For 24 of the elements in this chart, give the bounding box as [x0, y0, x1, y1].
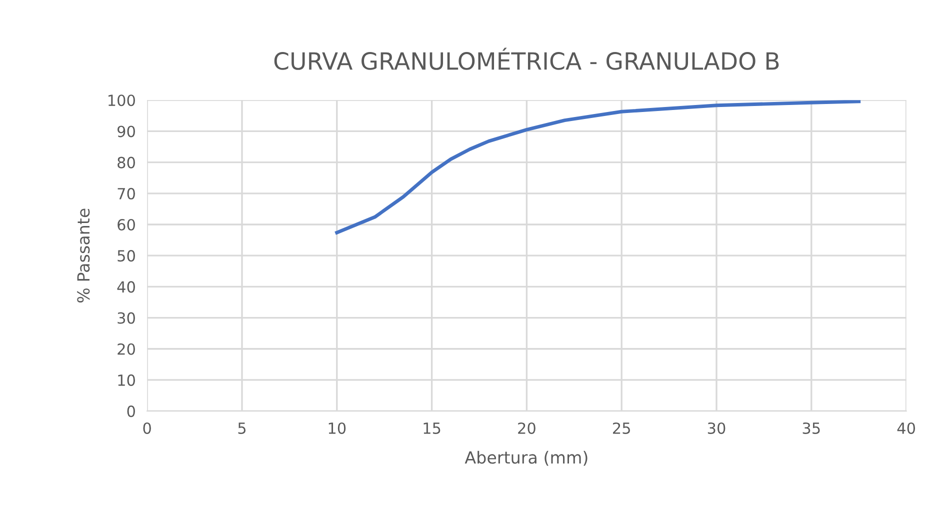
- y-tick-label: 60: [118, 218, 135, 231]
- y-tick-label: 70: [118, 188, 135, 200]
- x-tick-label: 40: [897, 422, 915, 434]
- x-tick-label: 25: [612, 422, 630, 434]
- line-series: [335, 100, 861, 234]
- y-tick-label: 90: [118, 126, 135, 138]
- y-tick-label: 40: [117, 281, 135, 293]
- y-tick-label: 20: [118, 343, 135, 355]
- y-tick-label: 100: [108, 94, 135, 106]
- x-tick-label: 20: [518, 422, 536, 434]
- x-tick-label: 5: [238, 422, 246, 434]
- x-tick-label: 35: [802, 422, 820, 434]
- x-axis-title: Abertura (mm): [464, 450, 588, 466]
- x-tick-label: 10: [328, 422, 346, 434]
- y-axis-title: % Passante: [77, 208, 90, 302]
- y-tick-label: 80: [118, 156, 135, 168]
- y-tick-label: 50: [118, 250, 135, 262]
- chart-title: CURVA GRANULOMÉTRICA - GRANULADO B: [274, 48, 779, 70]
- y-tick-label: 10: [118, 374, 135, 386]
- x-tick-label: 30: [708, 422, 726, 434]
- y-tick-label: 0: [127, 406, 135, 418]
- x-tick-label: 15: [424, 422, 440, 434]
- y-tick-label: 30: [118, 312, 135, 324]
- x-tick-label: 0: [143, 422, 151, 434]
